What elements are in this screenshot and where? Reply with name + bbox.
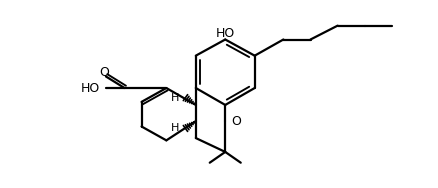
Text: H: H: [170, 123, 179, 133]
Text: HO: HO: [215, 27, 235, 40]
Text: HO: HO: [81, 82, 100, 95]
Text: H: H: [170, 93, 179, 103]
Text: O: O: [231, 115, 241, 128]
Text: O: O: [99, 66, 110, 79]
